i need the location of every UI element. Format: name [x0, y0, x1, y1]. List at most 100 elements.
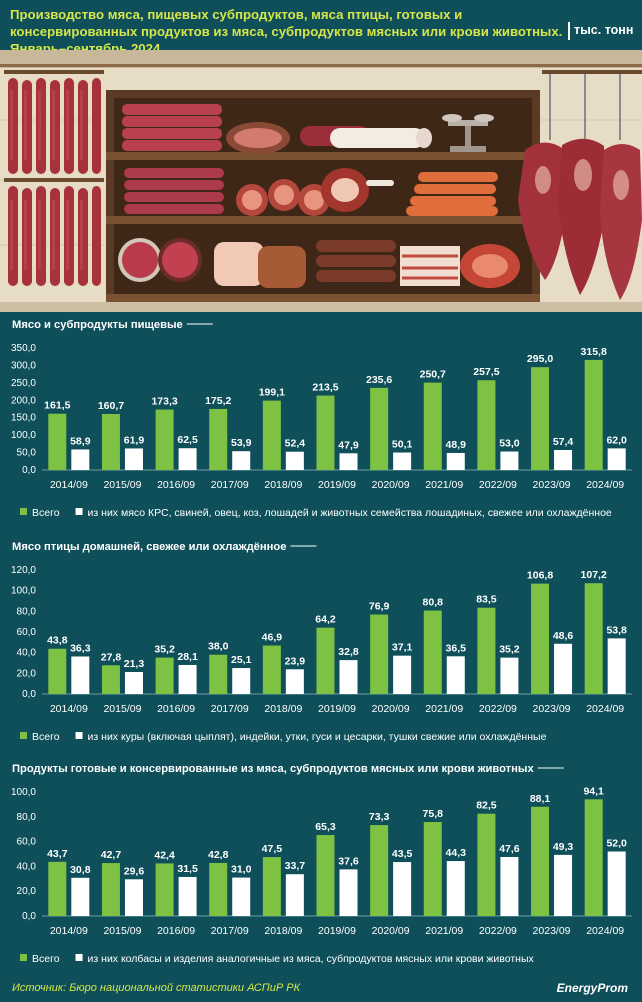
- data-label: 62,0: [606, 434, 627, 446]
- x-tick-label: 2024/09: [586, 479, 624, 491]
- bar-total: [209, 408, 228, 470]
- data-label: 94,1: [583, 785, 604, 797]
- x-tick-label: 2022/09: [479, 479, 517, 491]
- data-label: 31,5: [177, 863, 198, 875]
- data-label: 42,8: [208, 849, 229, 861]
- data-label: 65,3: [315, 821, 336, 833]
- legend-label-subset: из них колбасы и изделия аналогичные из …: [88, 953, 535, 965]
- data-label: 21,3: [124, 658, 145, 670]
- bar-subset: [71, 449, 90, 470]
- x-tick-label: 2014/09: [50, 703, 88, 715]
- bar-subset: [124, 448, 143, 470]
- bar-total: [423, 822, 442, 916]
- bar-subset: [339, 453, 358, 470]
- bar-subset: [393, 655, 412, 694]
- data-label: 235,6: [366, 374, 392, 386]
- bar-subset: [607, 638, 626, 694]
- butcher-shop-illustration: [0, 50, 642, 312]
- x-tick-label: 2024/09: [586, 925, 624, 937]
- data-label: 53,8: [606, 624, 627, 636]
- data-label: 161,5: [44, 400, 70, 412]
- data-label: 32,8: [338, 646, 359, 658]
- bar-subset: [71, 877, 90, 916]
- y-tick-label: 350,0: [11, 343, 36, 354]
- data-label: 35,2: [154, 644, 175, 656]
- x-tick-label: 2022/09: [479, 925, 517, 937]
- data-label: 82,5: [476, 800, 497, 812]
- data-label: 30,8: [70, 864, 91, 876]
- bar-total: [48, 648, 67, 694]
- bar-subset: [178, 664, 197, 694]
- hanging-meat: [518, 70, 642, 300]
- bar-total: [316, 627, 335, 694]
- charts-area: Мясо и субпродукты пищевые 0,0 50,0 100,0 15…: [11, 319, 632, 965]
- legend-swatch-subset: [75, 732, 83, 739]
- shelf-3-products: [118, 238, 520, 288]
- data-label: 76,9: [369, 601, 390, 613]
- data-label: 42,7: [101, 849, 122, 861]
- data-label: 28,1: [177, 651, 198, 663]
- footer: Источник: Бюро национальной статистики А…: [0, 974, 642, 1002]
- y-tick-label: 0,0: [22, 911, 36, 922]
- legend-label-total: Всего: [32, 731, 60, 743]
- y-tick-label: 100,0: [11, 787, 36, 798]
- x-tick-label: 2020/09: [372, 479, 410, 491]
- x-tick-label: 2015/09: [103, 479, 141, 491]
- data-label: 48,6: [553, 630, 574, 642]
- bar-subset: [339, 660, 358, 694]
- x-tick-label: 2018/09: [264, 479, 302, 491]
- data-label: 295,0: [527, 353, 553, 365]
- unit-separator: [568, 22, 570, 40]
- data-label: 75,8: [423, 808, 444, 820]
- data-label: 88,1: [530, 793, 551, 805]
- bar-total: [209, 862, 228, 916]
- chart-title: Продукты готовые и консервированные из м…: [12, 763, 534, 775]
- bar-subset: [446, 861, 465, 916]
- legend-swatch-subset: [75, 508, 83, 515]
- data-label: 52,4: [285, 438, 306, 450]
- unit-label: тыс. тонн: [574, 23, 634, 37]
- x-tick-label: 2024/09: [586, 703, 624, 715]
- bar-total: [370, 387, 389, 470]
- data-label: 199,1: [259, 387, 285, 399]
- data-label: 80,8: [423, 597, 444, 609]
- x-tick-label: 2020/09: [372, 703, 410, 715]
- data-label: 160,7: [98, 400, 124, 412]
- bar-subset: [393, 862, 412, 916]
- chart-1: Мясо и субпродукты пищевые 0,0 50,0 100,0 15…: [11, 319, 632, 519]
- bar-subset: [500, 856, 519, 916]
- bar-subset: [446, 452, 465, 470]
- data-label: 53,0: [499, 438, 520, 450]
- bar-total: [262, 400, 281, 470]
- data-label: 44,3: [446, 847, 467, 859]
- data-label: 43,8: [47, 635, 68, 647]
- bar-total: [48, 413, 67, 470]
- data-label: 31,0: [231, 864, 252, 876]
- header: Производство мяса, пищевых субпродуктов,…: [0, 0, 642, 56]
- x-tick-label: 2018/09: [264, 703, 302, 715]
- data-label: 27,8: [101, 651, 122, 663]
- bar-total: [262, 645, 281, 694]
- shelf-1-products: [122, 104, 494, 154]
- x-tick-label: 2017/09: [211, 703, 249, 715]
- legend-label-subset: из них куры (включая цыплят), индейки, у…: [88, 731, 547, 743]
- bar-total: [316, 835, 335, 916]
- data-label: 29,6: [124, 865, 145, 877]
- y-tick-label: 100,0: [11, 430, 36, 441]
- data-label: 47,6: [499, 843, 520, 855]
- data-label: 73,3: [369, 811, 390, 823]
- bar-subset: [607, 851, 626, 916]
- bar-total: [531, 367, 550, 470]
- bar-subset: [232, 668, 251, 694]
- legend-label-subset: из них мясо КРС, свиней, овец, коз, лоша…: [88, 507, 612, 519]
- bar-total: [584, 799, 603, 916]
- data-label: 23,9: [285, 655, 306, 667]
- x-tick-label: 2023/09: [533, 703, 571, 715]
- bar-total: [316, 395, 335, 470]
- legend-label-total: Всего: [32, 507, 60, 519]
- bar-subset: [339, 869, 358, 916]
- bar-total: [155, 863, 174, 916]
- chart-2: Мясо птицы домашней, свежее или охлаждён…: [11, 541, 632, 743]
- data-label: 213,5: [312, 382, 338, 394]
- bar-subset: [285, 874, 304, 916]
